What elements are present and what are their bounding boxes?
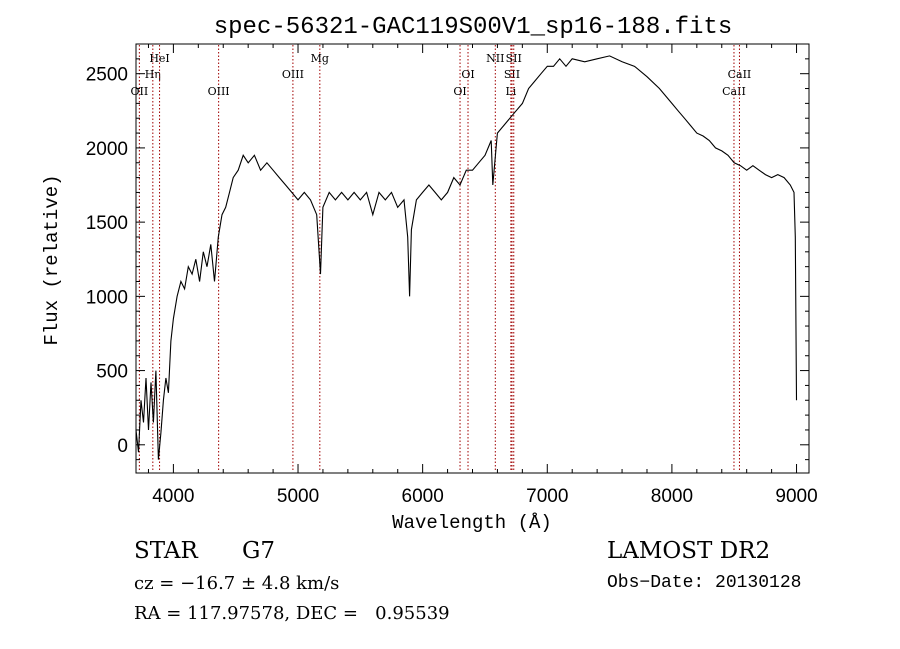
redshift-cz: cz = −16.7 ± 4.8 km/s <box>134 573 340 594</box>
chart-title: spec-56321-GAC119S00V1_sp16-188.fits <box>214 14 732 41</box>
x-axis-ticks: 4000 5000 6000 7000 8000 9000 <box>147 44 818 507</box>
line-marker-label: SII <box>506 52 522 65</box>
line-marker-label: Hη <box>145 68 161 81</box>
line-marker-label: OIII <box>208 85 230 98</box>
x-tick-label: 5000 <box>277 486 319 507</box>
line-marker-label: NII <box>486 52 504 65</box>
object-subclass: G7 <box>242 538 276 564</box>
y-axis-ticks: 0 500 1000 1500 2000 2500 <box>86 58 809 461</box>
object-class: STAR <box>134 538 198 564</box>
y-tick-label: 500 <box>96 362 128 383</box>
line-marker-label: CaII <box>728 68 752 81</box>
line-marker-label: OI <box>461 68 474 81</box>
x-tick-label: 4000 <box>152 486 194 507</box>
y-tick-label: 2000 <box>86 139 128 160</box>
x-tick-label: 8000 <box>651 486 693 507</box>
x-tick-label: 9000 <box>775 486 817 507</box>
plot-frame <box>135 43 810 474</box>
survey-name: LAMOST DR2 <box>607 538 771 564</box>
line-marker-label: CaII <box>722 85 746 98</box>
line-marker-label: Mg <box>311 52 329 65</box>
line-marker-label: SII <box>504 68 520 81</box>
y-tick-label: 1500 <box>86 213 128 234</box>
x-axis-label: Wavelength (Å) <box>392 512 552 534</box>
y-axis-label: Flux (relative) <box>41 174 63 345</box>
emission-line-markers: OII Hη HeI OIII OIII Mg OI OI NII Li SII SII CaII CaI… <box>131 45 752 472</box>
line-marker-label: OI <box>453 85 466 98</box>
x-tick-label: 6000 <box>402 486 444 507</box>
y-tick-label: 2500 <box>86 65 128 86</box>
x-tick-label: 7000 <box>526 486 568 507</box>
line-marker-label: OII <box>131 85 149 98</box>
flux-series-line <box>135 55 798 460</box>
line-marker-label: HeI <box>149 52 169 65</box>
line-marker-label: OIII <box>282 68 304 81</box>
y-tick-label: 0 <box>117 436 128 457</box>
line-marker-label: Li <box>505 85 516 98</box>
observation-date: Obs−Date: 20130128 <box>607 573 802 593</box>
y-tick-label: 1000 <box>86 287 128 308</box>
coordinates: RA = 117.97578, DEC = 0.95539 <box>134 603 450 624</box>
